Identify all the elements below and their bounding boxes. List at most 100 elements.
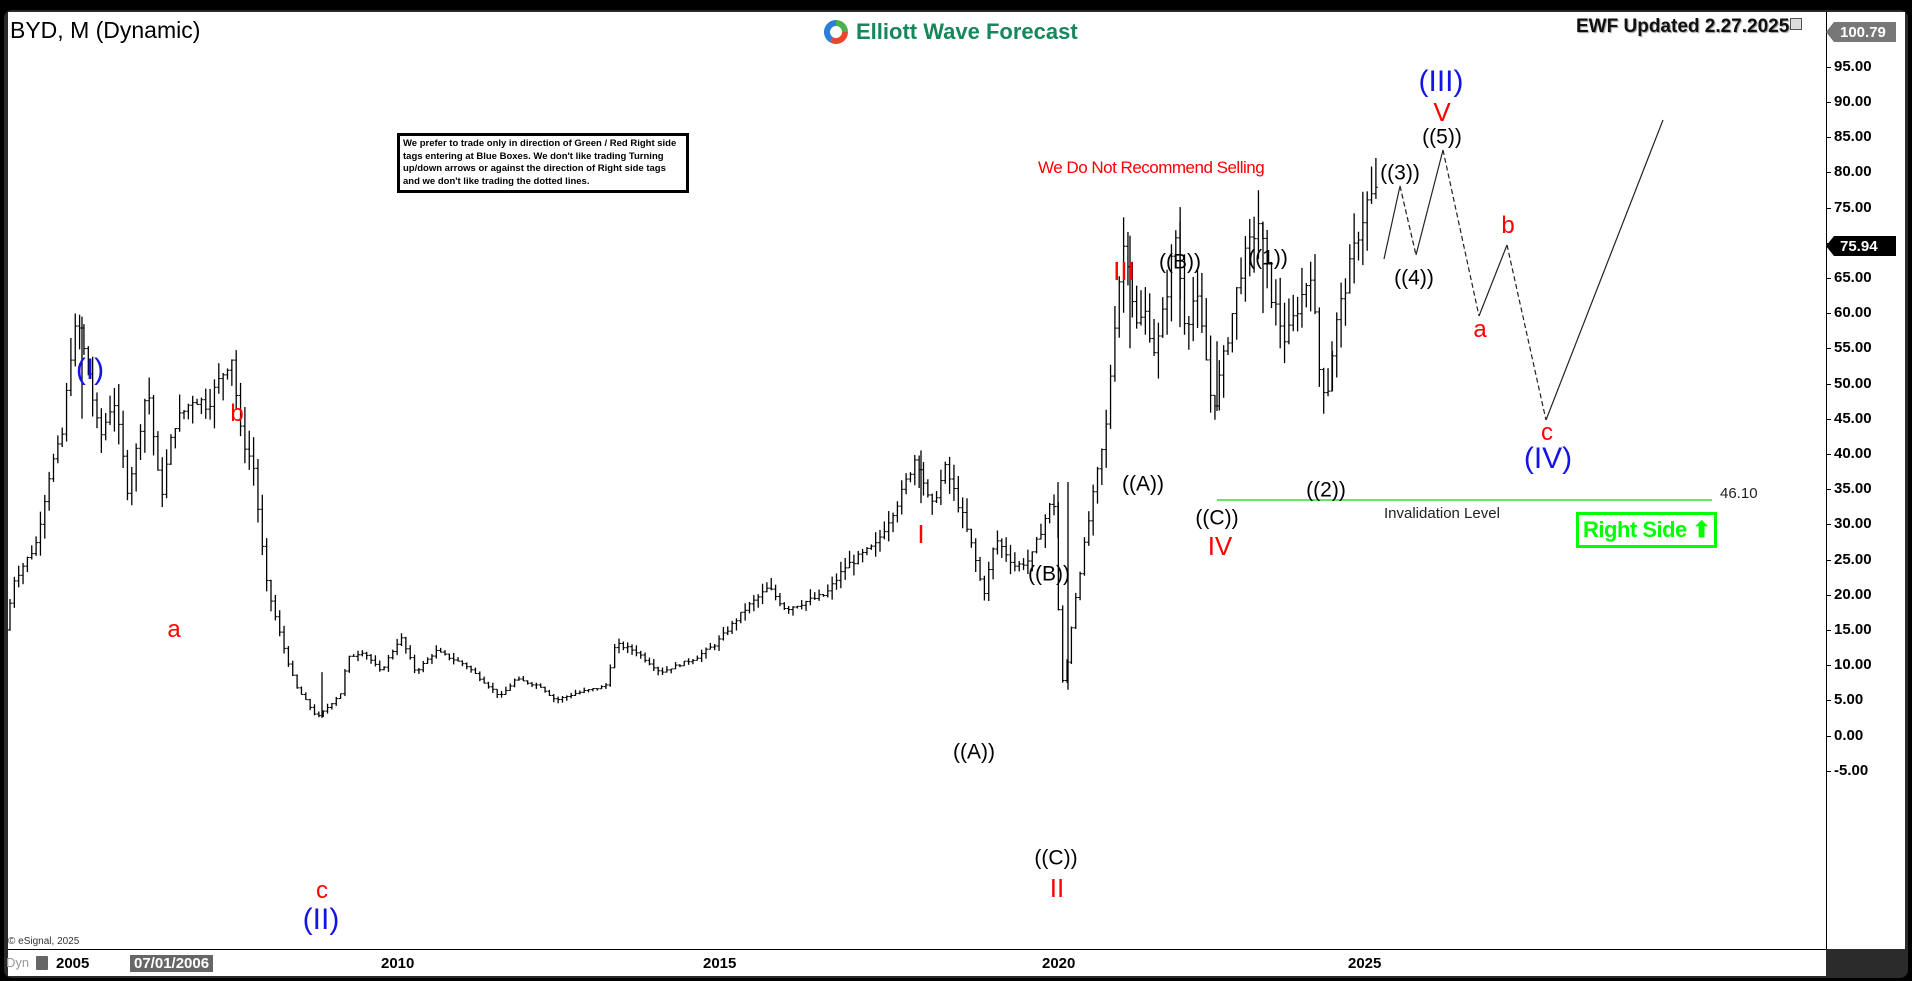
wave-label-B-2: ((B)) (1159, 250, 1201, 274)
y-tick-label: 10.00 (1834, 656, 1872, 674)
ohlc-bar (1160, 297, 1165, 338)
ohlc-bar (869, 544, 874, 550)
y-tick-label: 50.00 (1834, 374, 1872, 392)
ohlc-bar (708, 642, 713, 650)
ohlc-bar (1308, 261, 1313, 312)
ohlc-bar (590, 688, 595, 692)
ohlc-bar (229, 359, 234, 386)
ohlc-bar (1299, 267, 1304, 328)
ohlc-bar (595, 688, 600, 691)
y-tick-mark (1826, 207, 1831, 209)
ohlc-bar (429, 654, 434, 665)
ohlc-bar (1156, 322, 1161, 379)
ohlc-bar (129, 466, 134, 506)
ohlc-bar (1282, 302, 1287, 364)
ohlc-bar (873, 532, 878, 557)
ohlc-bar (656, 666, 661, 676)
ohlc-bar (978, 556, 983, 581)
ohlc-bar (77, 314, 82, 350)
ohlc-bar (121, 410, 126, 469)
ohlc-bar (364, 651, 369, 660)
ohlc-bar (1169, 244, 1174, 322)
wave-label-a: a (167, 616, 181, 643)
ohlc-bar (1078, 571, 1083, 601)
restore-icon[interactable] (1790, 18, 1803, 30)
ohlc-bar (1165, 269, 1170, 335)
y-tick-mark (1826, 524, 1831, 526)
ohlc-bar (503, 686, 508, 695)
ohlc-bar (638, 650, 643, 659)
ohlc-bar (116, 384, 121, 445)
ohlc-bar (938, 469, 943, 506)
ohlc-bar (399, 633, 404, 647)
ohlc-bar (943, 461, 948, 484)
ohlc-bar (1334, 312, 1339, 378)
dynamic-mode-label[interactable]: Dyn (6, 955, 30, 970)
ohlc-bar (825, 584, 830, 598)
y-tick-label: 15.00 (1834, 620, 1872, 638)
ohlc-bar (386, 654, 391, 672)
ohlc-bar (1117, 276, 1122, 338)
ohlc-bar (34, 536, 39, 556)
ohlc-bar (886, 511, 891, 542)
x-tick-2020: 2020 (1042, 955, 1076, 972)
x-tick-2010: 2010 (381, 955, 415, 972)
lock-icon[interactable] (36, 956, 48, 970)
ohlc-bar (830, 576, 835, 600)
ohlc-bar (1043, 514, 1048, 549)
ohlc-bar (821, 594, 826, 597)
chart-plot-area[interactable] (8, 12, 1826, 949)
wave-label-C-1: ((C)) (1034, 846, 1078, 870)
cursor-date: 07/01/2006 (130, 955, 214, 972)
ohlc-bar (443, 650, 447, 656)
wave-label-b-projected: b (1501, 212, 1515, 239)
ohlc-bar (1008, 544, 1013, 575)
ohlc-bar (677, 664, 682, 668)
ohlc-bar (1139, 290, 1143, 326)
ohlc-bar (743, 603, 748, 621)
wave-label-c: c (316, 877, 328, 904)
wave-label-C-2: ((C)) (1195, 506, 1239, 530)
ohlc-bar (1204, 298, 1209, 361)
last-price-value: 75.94 (1840, 237, 1878, 255)
ohlc-bar (534, 682, 539, 689)
ohlc-bar (717, 635, 722, 651)
ohlc-bar (573, 689, 578, 696)
ohlc-bar (951, 464, 956, 501)
ohlc-bar (864, 547, 869, 556)
x-tick-2005: 2005 (56, 955, 90, 972)
ohlc-bar (477, 671, 482, 682)
ohlc-bar (155, 431, 160, 471)
ohlc-bar (512, 678, 517, 688)
ohlc-bar (1313, 254, 1317, 315)
ohlc-bar (808, 589, 813, 606)
ohlc-bar (55, 435, 60, 464)
ohlc-bar (603, 683, 608, 689)
y-tick-mark (1826, 313, 1831, 315)
y-tick-mark (1826, 735, 1831, 737)
ohlc-bar (530, 682, 534, 688)
ohlc-bar (21, 562, 26, 585)
ohlc-bar (42, 494, 47, 539)
wave-label-II-red: II (1049, 873, 1065, 903)
y-tick-label: 30.00 (1834, 515, 1872, 533)
time-axis[interactable] (8, 949, 1826, 976)
wave-label-5: ((5)) (1422, 125, 1462, 149)
ohlc-bar (734, 618, 739, 631)
ohlc-bar (538, 683, 543, 688)
ohlc-bar (490, 682, 495, 693)
ohlc-bar (108, 395, 113, 426)
ohlc-bar (329, 702, 334, 710)
disclaimer-box: We prefer to trade only in direction of … (397, 133, 689, 193)
ohlc-bar (1347, 244, 1352, 294)
ohlc-bar (1052, 494, 1056, 516)
invalidation-value: 46.10 (1720, 485, 1758, 502)
y-tick-mark (1826, 665, 1831, 667)
ohlc-bar (1099, 448, 1104, 486)
ohlc-bar (255, 459, 260, 523)
right-side-label: Right Side (1583, 517, 1687, 542)
price-axis[interactable] (1826, 12, 1905, 949)
ohlc-bar (586, 689, 591, 693)
ohlc-bar (495, 688, 500, 699)
ohlc-bar (1186, 315, 1191, 350)
